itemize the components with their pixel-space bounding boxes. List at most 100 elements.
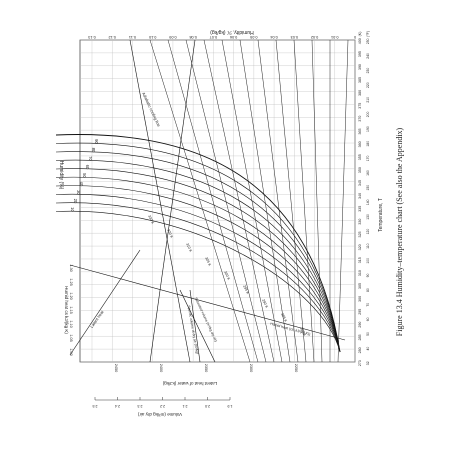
percent-humidity-curve xyxy=(55,142,341,353)
percent-humidity-curve xyxy=(55,202,341,353)
fahrenheit-tick-label: 80 xyxy=(366,288,370,292)
latent-heat-tick-label: 2300 xyxy=(249,364,253,372)
fahrenheit-tick-label: 120 xyxy=(366,229,370,235)
percent-humidity-curve xyxy=(55,168,341,353)
kelvin-tick-label: 395 xyxy=(358,51,362,57)
percent-humidity-curve xyxy=(55,159,341,353)
humid-heat-label: Humid heat cs kJ/(kg K) xyxy=(64,286,69,334)
volume-axis-tick-label: 1.9 xyxy=(228,404,233,408)
humid-heat-tick-label: 1.20 xyxy=(69,292,73,299)
humidity-tick-label: 0.09 xyxy=(169,35,176,39)
kelvin-tick-label: 335 xyxy=(358,206,362,212)
kelvin-tick-label: 350 xyxy=(358,167,362,173)
adiabatic-temperature-label: 280 K xyxy=(299,326,307,337)
fahrenheit-tick-label: 150 xyxy=(366,185,370,191)
humidity-tick-label: 0.11 xyxy=(129,35,136,39)
adiabatic-line xyxy=(167,39,259,363)
adiabatic-line xyxy=(275,39,307,363)
adiabatic-temperature-label: 295 K xyxy=(242,284,250,295)
percent-humidity-label: 50 xyxy=(82,173,87,178)
humidity-cooling-line xyxy=(129,39,191,363)
percent-humidity-label: 40 xyxy=(79,182,84,187)
humid-heat-tick-label: 1.25 xyxy=(69,278,73,285)
fahrenheit-tick-label: 170 xyxy=(366,155,370,161)
adiabatic-temperature-label: 305 K xyxy=(204,256,212,267)
latent-heat-scale-line xyxy=(69,249,141,356)
latent-heat-tick-label: 2250 xyxy=(294,364,298,372)
kelvin-tick-label: 310 xyxy=(358,270,362,276)
adiabatic-temperature-label: 320 K xyxy=(166,228,174,239)
humidity-tick-label: 0.05 xyxy=(250,35,257,39)
fahrenheit-tick-label: 240 xyxy=(366,53,370,59)
latent-heat-line-label: Latent heat xyxy=(89,309,105,329)
adiabatic-line xyxy=(257,39,299,363)
kelvin-tick-label: 295 xyxy=(358,309,362,315)
fahrenheit-tick-label: 90 xyxy=(366,273,370,277)
adiabatic-line xyxy=(239,39,291,363)
kelvin-tick-label: 330 xyxy=(358,219,362,225)
volume-axis-tick-label: 2.0 xyxy=(205,404,210,408)
kelvin-tick-label: 365 xyxy=(358,128,362,134)
percent-humidity-label: 70 xyxy=(88,156,93,161)
percent-humidity-label: 80 xyxy=(91,148,96,153)
saturated-volume-line xyxy=(179,289,216,363)
kelvin-tick-label: 285 xyxy=(358,335,362,341)
percent-humidity-curve xyxy=(55,210,341,353)
adiabatic-temperature-label: 330 K xyxy=(147,214,155,225)
chart-grid: 2732802852902953003053103153203253303353… xyxy=(79,31,370,366)
latent-heat-tick-label: 2400 xyxy=(159,364,163,372)
adiabatic-line xyxy=(203,39,275,363)
kelvin-tick-label: 360 xyxy=(358,141,362,147)
kelvin-tick-label: 355 xyxy=(358,154,362,160)
fahrenheit-tick-label: 110 xyxy=(366,243,370,249)
percent-humidity-curve xyxy=(55,134,341,353)
saturated-volume-line-label: Saturated volume (m³/kg dry air) xyxy=(194,297,218,343)
humidity-tick-label: 0.07 xyxy=(210,35,217,39)
adiabatic-lines: 330 K 320 K 310 K 305 K 300 K 295 K 290 K 285 K… xyxy=(147,39,349,363)
kelvin-tick-label: 290 xyxy=(358,322,362,328)
percent-humidity-label: 60 xyxy=(85,165,90,170)
adiabatic-line xyxy=(337,39,349,363)
fahrenheit-tick-label: 130 xyxy=(366,214,370,220)
fahrenheit-tick-label: 60 xyxy=(366,317,370,321)
humidity-tick-label: 0.03 xyxy=(291,35,298,39)
kelvin-unit-label: (K) xyxy=(358,32,362,37)
latent-heat-tick-label: 2350 xyxy=(204,364,208,372)
humidity-tick-label: 0.10 xyxy=(149,35,156,39)
fahrenheit-tick-label: 140 xyxy=(366,199,370,205)
fahrenheit-tick-label: 32 xyxy=(366,361,370,365)
kelvin-tick-label: 375 xyxy=(358,103,362,109)
temperature-axis-label: Temperature, T xyxy=(378,198,384,232)
kelvin-tick-label: 280 xyxy=(358,347,362,353)
humidity-tick-label: 0.04 xyxy=(270,35,277,39)
percent-humidity-curve xyxy=(55,151,341,353)
adiabatic-line xyxy=(221,39,283,363)
adiabatic-temperature-label: 310 K xyxy=(185,242,193,253)
fahrenheit-tick-label: 250 xyxy=(366,38,370,44)
kelvin-tick-label: 380 xyxy=(358,90,362,96)
fahrenheit-tick-label: 160 xyxy=(366,170,370,176)
kelvin-tick-label: 273 xyxy=(358,360,362,366)
volume-axis-tick-label: 2.1 xyxy=(183,404,188,408)
kelvin-tick-label: 345 xyxy=(358,180,362,186)
kelvin-tick-label: 305 xyxy=(358,283,362,289)
humidity-tick-label: 0 xyxy=(354,35,356,39)
adiabatic-temperature-label: 300 K xyxy=(223,270,231,281)
humidity-tick-label: 0.08 xyxy=(189,35,196,39)
volume-axis-tick-label: 2.2 xyxy=(160,404,165,408)
adiabatic-line xyxy=(149,39,251,363)
adiabatic-line xyxy=(185,39,267,363)
kelvin-tick-label: 315 xyxy=(358,257,362,263)
latent-heat-line xyxy=(149,39,196,363)
percent-humidity-curve xyxy=(55,185,341,353)
percent-humidity-label: 10 xyxy=(70,207,75,212)
humid-heat-tick-label: 1.10 xyxy=(69,320,73,327)
adiabatic-line xyxy=(311,39,323,363)
kelvin-tick-label: 390 xyxy=(358,64,362,70)
humid-heat-tick-label: 1.15 xyxy=(69,306,73,313)
adiabatic-temperature-label: 285 K xyxy=(280,312,288,323)
percent-humidity-label: 30 xyxy=(76,190,81,195)
percent-humidity-curve xyxy=(55,176,341,353)
kelvin-tick-label: 300 xyxy=(358,296,362,302)
